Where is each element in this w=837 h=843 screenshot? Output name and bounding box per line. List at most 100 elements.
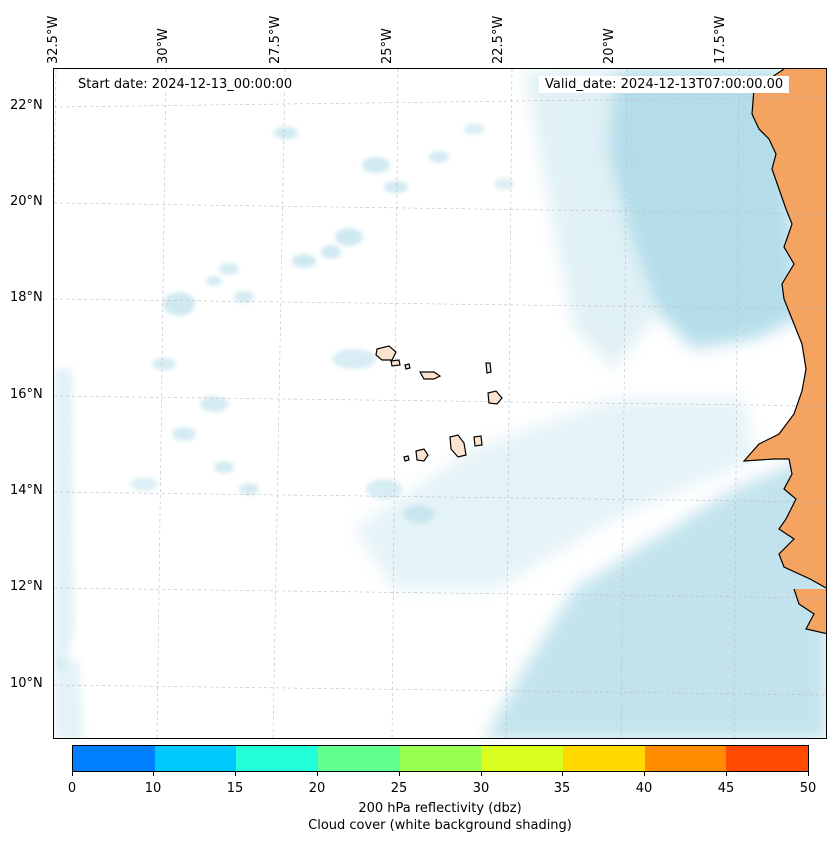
land-mauritania-senegal [752,69,826,369]
cloud-cell [366,479,402,499]
meridian [733,69,740,738]
colorbar-tickmark [808,772,809,776]
colorbar-tick-label: 40 [635,781,653,796]
cape-verde-islands [375,345,503,462]
lon-label-22-5w: 22.5°W [491,15,506,64]
lon-label-25w: 25°W [380,28,395,64]
island-santiago [449,434,467,458]
meridian [272,69,286,738]
meridian [156,69,167,738]
cloud-band-northeast-outer [524,69,654,369]
cloud-cell [464,123,484,135]
colorbar-segment-20-25 [318,746,400,771]
colorbar-tickmark [481,772,482,776]
start-date-label: Start date: 2024-12-13_00:00:00 [72,76,299,93]
island-sao-nicolau [418,371,442,380]
island-sal [485,362,492,374]
colorbar-tick-label: 20 [308,781,326,796]
colorbar-tick-label: 45 [717,781,735,796]
colorbar-tickmark [317,772,318,776]
island-maio [473,435,483,447]
colorbar-label: 200 hPa reflectivity (dbz) [358,801,522,816]
cloud-cell [163,292,195,316]
cloud-cell [172,427,196,441]
colorbar-segment-40-45 [644,746,727,771]
colorbar-segment-35-40 [563,746,645,771]
colorbar-tickmark [644,772,645,776]
lat-label-16n: 16°N [10,387,43,402]
island-santa-luzia [404,363,411,370]
meridian [620,69,628,738]
island-fogo [415,448,429,462]
cloud-band-northeast [609,69,799,349]
colorbar-segment-15-20 [236,746,319,771]
colorbar-tick-label: 50 [799,781,817,796]
cloud-cell [234,291,254,303]
cloud-band-southeast-outer [354,399,754,589]
colorbar-segment-25-30 [399,746,482,771]
cloud-cell [332,349,376,369]
lat-label-20n: 20°N [10,194,43,209]
land-senegal-gambia-guinea [744,369,826,588]
cloud-cell [206,276,222,286]
cloud-cell [403,505,435,523]
cloud-cell [239,483,259,495]
lat-label-10n: 10°N [10,676,43,691]
cloud-band-southeast [485,449,826,738]
cloud-cell [200,396,228,412]
island-sao-vicente [390,359,401,367]
meridian [391,69,399,738]
cloud-left-bottom [54,659,84,738]
colorbar-tickmark [235,772,236,776]
cloud-cell [494,178,514,190]
colorbar-tickmark [726,772,727,776]
colorbar-segment-45-50 [726,746,809,771]
cloud-cell [292,254,316,268]
colorbar-tickmark [562,772,563,776]
cloud-cell [219,263,239,275]
coastline-mainland [742,69,826,635]
cloud-cell [274,127,298,139]
cloud-cell [362,157,390,173]
cloud-cell [335,228,363,246]
lon-label-20w: 20°W [602,28,617,64]
coastline [742,69,826,635]
cloud-left-edge [54,369,74,669]
cloud-cover-shading [54,69,826,738]
map-canvas [54,69,826,738]
colorbar-tick-label: 25 [390,781,408,796]
lon-label-30w: 30°W [156,28,171,64]
lon-label-17-5w: 17.5°W [713,15,728,64]
colorbar-tick-label: 30 [472,781,490,796]
lat-label-18n: 18°N [10,290,43,305]
colorbar-tick-label: 35 [553,781,571,796]
colorbar-segment-10-15 [154,746,237,771]
colorbar-tick-label: 0 [67,781,77,796]
cloud-cell [429,151,449,163]
colorbar-tick-label: 15 [226,781,244,796]
lon-label-32-5w: 32.5°W [46,15,61,64]
cloud-cell [321,245,341,259]
colorbar-tick-label: 10 [144,781,162,796]
lat-label-22n: 22°N [10,98,43,113]
colorbar-tickmark [399,772,400,776]
island-brava [403,455,410,462]
island-santo-antao [375,345,397,361]
cloud-cell [384,181,408,193]
lat-label-14n: 14°N [10,483,43,498]
graticule [54,69,826,738]
lat-label-12n: 12°N [10,579,43,594]
colorbar-tickmark [72,772,73,776]
lon-label-27-5w: 27.5°W [268,15,283,64]
colorbar-segment-30-35 [481,746,564,771]
valid-date-label: Valid_date: 2024-12-13T07:00:00.00 [539,76,790,93]
map-panel [53,68,827,739]
reflectivity-colorbar [72,745,809,772]
colorbar-sublabel: Cloud cover (white background shading) [308,818,572,833]
colorbar-segment-0-10 [73,746,155,771]
meridian [505,69,513,738]
island-boa-vista [487,390,503,405]
cloud-cell [214,461,234,473]
colorbar-tickmark [153,772,154,776]
cloud-cell [152,358,176,370]
